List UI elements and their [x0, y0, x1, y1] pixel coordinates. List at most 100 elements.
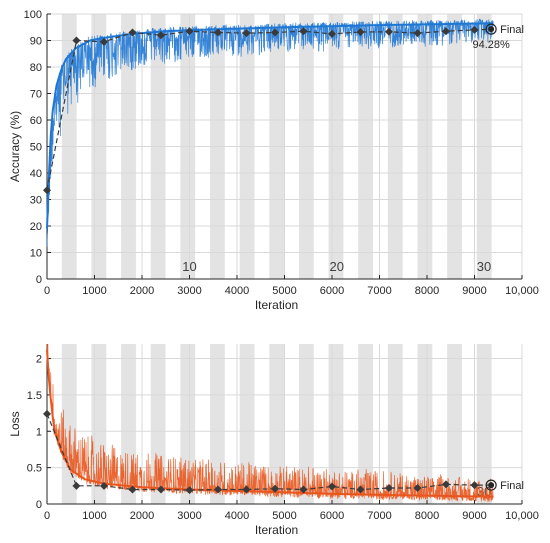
y-tick-label: 0	[36, 274, 42, 286]
validation-point	[72, 481, 81, 490]
x-tick-label: 0	[44, 510, 50, 522]
x-ticks: 0 1000 2000 3000 4000 5000 6000 7000 8000 9000 10,…	[44, 500, 539, 522]
validation-point	[356, 28, 365, 37]
validation-point	[328, 482, 336, 491]
validation-point	[185, 486, 194, 495]
x-tick-label: 1000	[82, 285, 106, 297]
x-axis-title: Iteration	[255, 523, 298, 537]
y-tick-label: 20	[30, 221, 42, 233]
validation-point	[72, 36, 81, 45]
epoch-band	[298, 344, 314, 504]
y-axis-title: Accuracy (%)	[8, 111, 22, 182]
final-marker-dot	[488, 26, 495, 33]
y-tick-label: 1	[36, 426, 42, 438]
accuracy-panel: 0 1000 2000 3000 4000 5000 6000 7000 8000 9000 10,…	[8, 9, 539, 312]
y-tick-label: 10	[30, 248, 42, 260]
y-tick-label: 100	[24, 9, 42, 21]
validation-point	[356, 485, 365, 494]
epoch-band	[447, 344, 462, 504]
y-tick-label: 90	[30, 36, 42, 48]
validation-point	[271, 484, 279, 493]
validation-point	[271, 28, 279, 37]
validation-point	[470, 481, 479, 490]
validation-point	[157, 485, 165, 494]
validation-point	[100, 37, 108, 46]
y-tick-label: 2	[36, 354, 42, 366]
epoch-label: 10	[182, 259, 196, 274]
validation-point	[299, 27, 308, 36]
epoch-band	[239, 344, 255, 504]
x-tick-label: 7000	[367, 510, 391, 522]
validation-point	[442, 27, 450, 36]
validation-point	[100, 481, 108, 490]
x-tick-label: 4000	[225, 510, 249, 522]
validation-point	[413, 29, 422, 38]
y-ticks: 0 0.5 1 1.5 2	[27, 354, 51, 511]
y-tick-label: 50	[30, 142, 42, 154]
x-tick-label: 6000	[320, 285, 344, 297]
x-tick-label: 5000	[272, 285, 296, 297]
epoch-band	[358, 344, 374, 504]
y-ticks: 0 10 20 30 40 50 60 70 80 90 100	[24, 9, 51, 286]
validation-point	[128, 28, 137, 37]
x-tick-label: 10,000	[505, 285, 539, 297]
epoch-band	[91, 344, 107, 504]
epoch-band	[61, 344, 77, 504]
y-tick-label: 40	[30, 168, 42, 180]
epoch-band	[387, 344, 403, 504]
epoch-band	[417, 344, 433, 504]
x-tick-label: 8000	[415, 285, 439, 297]
y-tick-label: 70	[30, 89, 42, 101]
y-tick-label: 1.5	[27, 390, 42, 402]
validation-point	[214, 28, 222, 37]
validation-point	[242, 29, 251, 38]
x-tick-label: 1000	[82, 510, 106, 522]
final-marker-dot	[488, 482, 495, 489]
epoch-label: 20	[330, 259, 344, 274]
x-tick-label: 9000	[462, 285, 486, 297]
validation-point	[43, 409, 51, 418]
y-tick-label: 60	[30, 115, 42, 127]
x-tick-label: 5000	[272, 510, 296, 522]
y-tick-label: 0	[36, 499, 42, 511]
epoch-labels: 10 20 30	[182, 259, 491, 274]
epoch-band	[210, 344, 225, 504]
x-ticks: 0 1000 2000 3000 4000 5000 6000 7000 8000 9000 10,…	[44, 275, 539, 297]
y-tick-label: 30	[30, 195, 42, 207]
x-tick-label: 9000	[462, 510, 486, 522]
final-marker-ring	[485, 479, 497, 491]
x-tick-label: 2000	[130, 285, 154, 297]
final-label: Final	[500, 24, 524, 36]
x-tick-label: 3000	[177, 285, 201, 297]
y-tick-label: 80	[30, 62, 42, 74]
x-tick-label: 8000	[415, 510, 439, 522]
final-label: Final	[500, 480, 524, 492]
validation-point	[214, 485, 222, 494]
final-marker-ring	[485, 23, 497, 35]
epoch-band	[269, 344, 285, 504]
validation-point	[157, 31, 165, 40]
epoch-band	[476, 344, 492, 504]
x-tick-label: 6000	[320, 510, 344, 522]
y-axis-title: Loss	[8, 411, 22, 436]
validation-point	[128, 485, 137, 494]
x-tick-label: 7000	[367, 285, 391, 297]
x-axis-title: Iteration	[255, 298, 298, 312]
validation-point	[242, 485, 251, 494]
validation-point	[413, 484, 422, 492]
epoch-label: 30	[477, 259, 491, 274]
validation-point	[385, 27, 393, 36]
x-tick-label: 0	[44, 285, 50, 297]
x-tick-label: 10,000	[505, 510, 539, 522]
validation-point	[385, 484, 393, 492]
training-smoothed-curve	[46, 349, 494, 498]
x-tick-label: 2000	[130, 510, 154, 522]
validation-point	[470, 25, 479, 34]
loss-panel: 0 1000 2000 3000 4000 5000 6000 7000 8000 9000 10,…	[8, 343, 539, 537]
training-smoothed-curve	[46, 22, 494, 229]
validation-point	[299, 485, 308, 494]
x-tick-label: 4000	[225, 285, 249, 297]
validation-point	[43, 186, 51, 195]
validation-point	[328, 29, 336, 38]
